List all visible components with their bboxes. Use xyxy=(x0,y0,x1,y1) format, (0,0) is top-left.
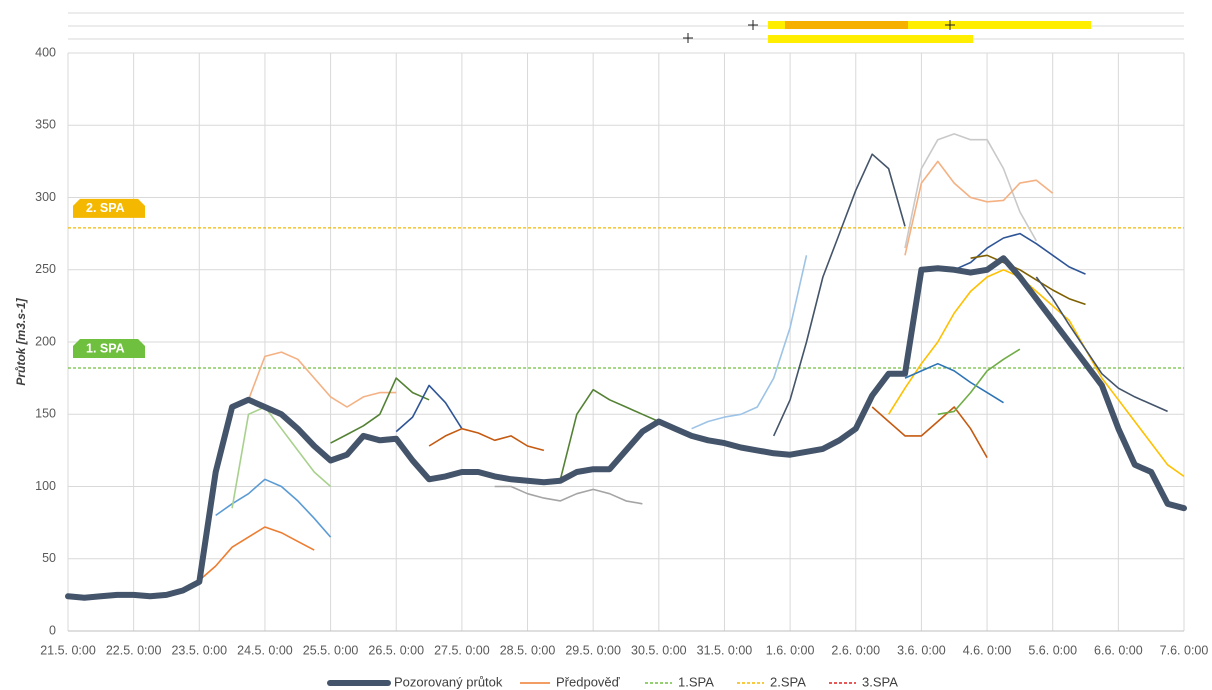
forecast-line xyxy=(970,254,1086,306)
threshold-tag xyxy=(73,198,145,218)
y-tick-label: 200 xyxy=(35,334,56,348)
y-axis-label: Průtok [m3.s-1] xyxy=(14,297,28,385)
x-tick-label: 24.5. 0:00 xyxy=(237,643,293,657)
forecast-line xyxy=(953,232,1086,275)
legend-label: Pozorovaný průtok xyxy=(394,674,503,689)
forecast-line xyxy=(1035,276,1168,413)
forecast-line xyxy=(395,384,463,433)
y-tick-label: 0 xyxy=(49,623,56,637)
x-tick-label: 28.5. 0:00 xyxy=(500,643,556,657)
x-tick-label: 7.6. 0:00 xyxy=(1160,643,1209,657)
threshold-label: 2. SPA xyxy=(86,201,125,215)
legend-label: 1.SPA xyxy=(678,674,714,689)
timeline-marker xyxy=(683,20,955,43)
timeline-bar xyxy=(785,21,908,29)
y-tick-label: 50 xyxy=(42,551,56,565)
x-tick-label: 30.5. 0:00 xyxy=(631,643,687,657)
forecast-line xyxy=(871,406,988,458)
threshold-tag xyxy=(73,339,145,359)
x-tick-label: 23.5. 0:00 xyxy=(171,643,227,657)
forecast-line xyxy=(198,526,315,582)
timeline-panel xyxy=(68,12,1184,43)
y-tick-label: 350 xyxy=(35,118,56,132)
forecast-line xyxy=(904,362,1004,404)
x-tick-label: 2.6. 0:00 xyxy=(831,643,880,657)
forecast-line xyxy=(691,255,808,430)
x-tick-label: 27.5. 0:00 xyxy=(434,643,490,657)
forecast-line xyxy=(247,351,397,408)
y-tick-label: 300 xyxy=(35,190,56,204)
y-tick-label: 250 xyxy=(35,262,56,276)
legend-label: 2.SPA xyxy=(770,674,806,689)
x-tick-label: 21.5. 0:00 xyxy=(40,643,96,657)
x-tick-label: 5.6. 0:00 xyxy=(1028,643,1077,657)
x-tick-label: 6.6. 0:00 xyxy=(1094,643,1143,657)
timeline-bar xyxy=(768,35,973,43)
forecast-line xyxy=(904,133,1037,249)
y-tick-label: 100 xyxy=(35,479,56,493)
forecast-line xyxy=(494,485,643,505)
forecast-line xyxy=(330,377,430,444)
x-tick-label: 25.5. 0:00 xyxy=(303,643,359,657)
y-tick-label: 150 xyxy=(35,407,56,421)
x-tick-label: 22.5. 0:00 xyxy=(106,643,162,657)
forecast-line xyxy=(559,388,692,480)
x-tick-label: 29.5. 0:00 xyxy=(565,643,621,657)
forecast-line xyxy=(428,427,545,452)
forecast-line xyxy=(904,160,1054,256)
forecast-line xyxy=(231,406,332,509)
legend-label: Předpověď xyxy=(556,674,621,689)
timeline-bar xyxy=(768,21,1091,29)
forecast-line xyxy=(772,153,906,437)
x-tick-label: 4.6. 0:00 xyxy=(963,643,1012,657)
forecast-line xyxy=(215,478,332,538)
x-tick-label: 1.6. 0:00 xyxy=(766,643,815,657)
x-tick-label: 26.5. 0:00 xyxy=(368,643,424,657)
threshold-label: 1. SPA xyxy=(86,341,125,355)
forecast-line xyxy=(937,348,1021,416)
y-tick-label: 400 xyxy=(35,45,56,59)
x-tick-label: 31.5. 0:00 xyxy=(697,643,753,657)
legend-label: 3.SPA xyxy=(862,674,898,689)
x-tick-label: 3.6. 0:00 xyxy=(897,643,946,657)
observed-line xyxy=(65,255,1187,601)
forecast-line xyxy=(887,269,1185,478)
